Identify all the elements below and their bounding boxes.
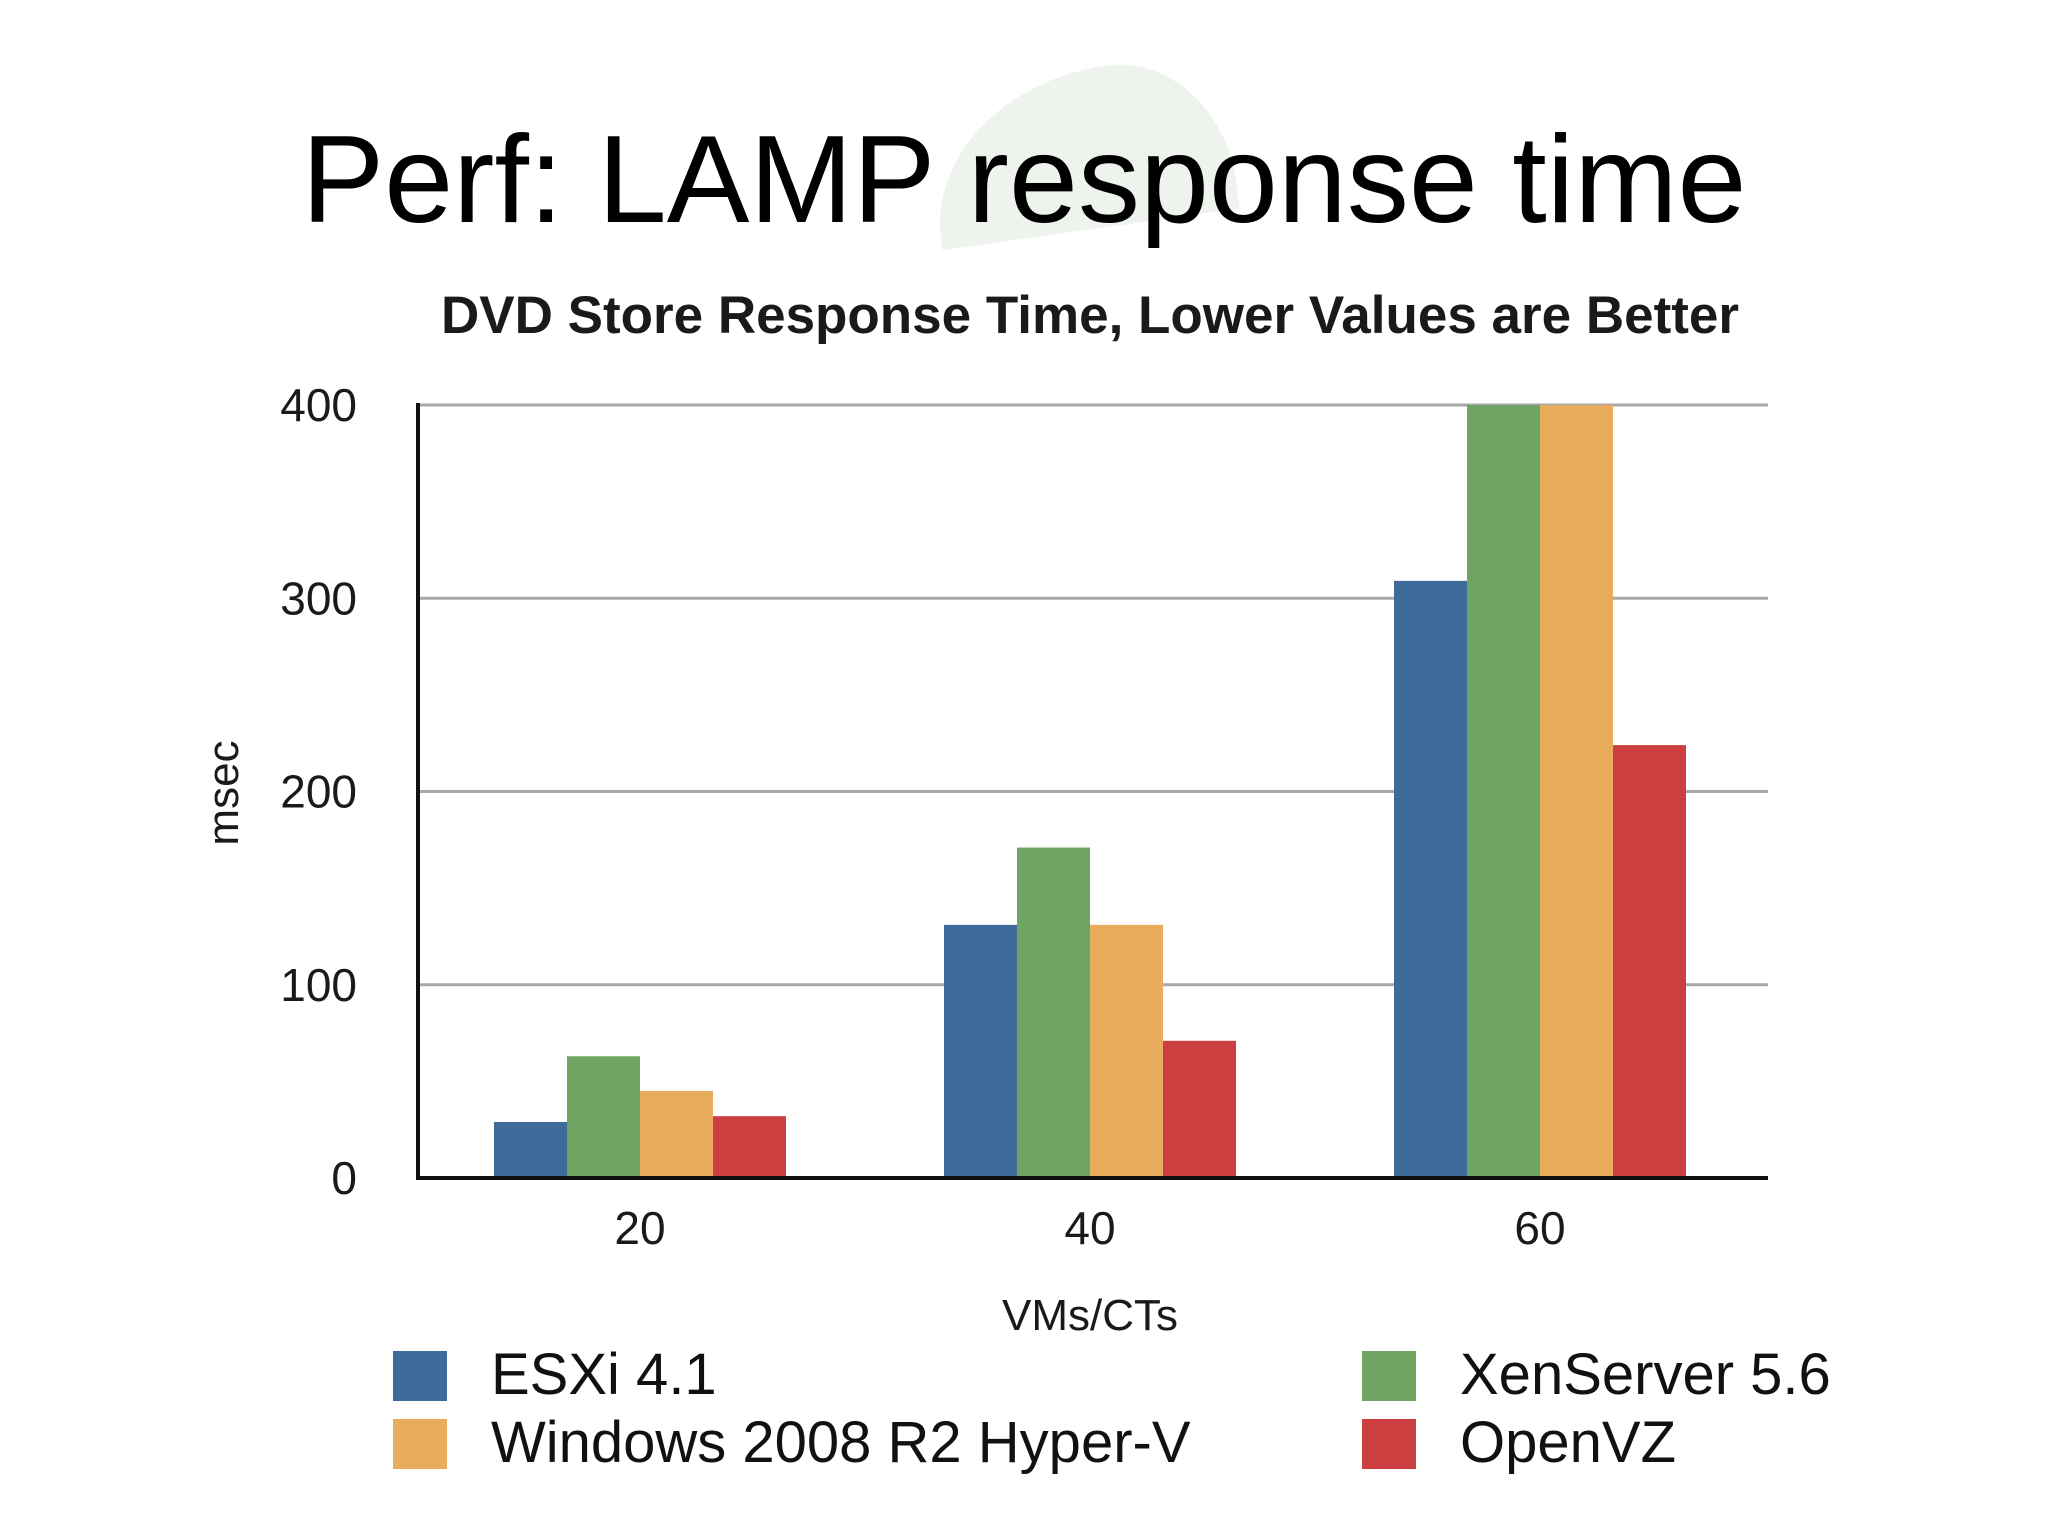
axes: 0 100 200 300 400 20 40 60 — [280, 379, 1768, 1254]
bar-xenserver-5-6-60 — [1467, 405, 1540, 1178]
bar-openvz-60 — [1613, 745, 1686, 1178]
bar-openvz-40 — [1163, 1040, 1236, 1178]
legend-swatch-xenserver — [1362, 1351, 1416, 1401]
y-tick-label: 0 — [331, 1152, 357, 1204]
bars — [494, 405, 1686, 1178]
bar-windows-2008-r2-hyper-v-60 — [1540, 405, 1613, 1178]
bar-windows-2008-r2-hyper-v-20 — [640, 1091, 713, 1178]
bar-esxi-4-1-40 — [944, 924, 1017, 1178]
legend-label-openvz: OpenVZ — [1460, 1410, 1676, 1475]
x-tick-label: 60 — [1514, 1202, 1565, 1254]
x-tick-label: 20 — [614, 1202, 665, 1254]
y-tick-label: 100 — [280, 959, 357, 1011]
y-tick-label: 400 — [280, 379, 357, 431]
y-tick-label: 300 — [280, 572, 357, 624]
legend-swatch-openvz — [1362, 1419, 1416, 1469]
bar-xenserver-5-6-40 — [1017, 847, 1090, 1178]
slide-title: Perf: LAMP response time — [301, 111, 1747, 249]
legend-label-esxi: ESXi 4.1 — [491, 1342, 717, 1407]
legend-label-xenserver: XenServer 5.6 — [1460, 1342, 1831, 1407]
bar-esxi-4-1-60 — [1394, 580, 1467, 1178]
legend-swatch-hyperv — [393, 1419, 447, 1469]
chart-title: DVD Store Response Time, Lower Values ar… — [441, 286, 1739, 345]
y-axis-label: msec — [199, 740, 248, 845]
bar-openvz-20 — [713, 1116, 786, 1178]
bar-xenserver-5-6-20 — [567, 1056, 640, 1178]
x-tick-label: 40 — [1064, 1202, 1115, 1254]
bar-windows-2008-r2-hyper-v-40 — [1090, 924, 1163, 1178]
legend-label-hyperv: Windows 2008 R2 Hyper-V — [491, 1410, 1191, 1475]
legend-swatch-esxi — [393, 1351, 447, 1401]
x-axis-label: VMs/CTs — [1002, 1291, 1178, 1340]
y-tick-label: 200 — [280, 766, 357, 818]
bar-esxi-4-1-20 — [494, 1121, 567, 1178]
